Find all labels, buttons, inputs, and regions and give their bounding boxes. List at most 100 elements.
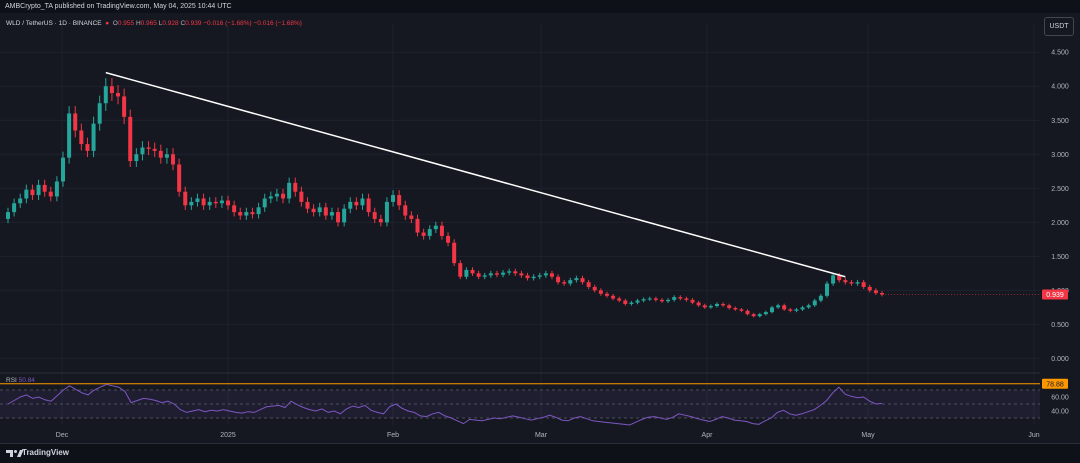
time-tick-label: Jun <box>1028 432 1039 439</box>
candle-body <box>116 93 121 97</box>
candle-body <box>281 193 286 199</box>
candle-body <box>598 290 603 294</box>
candle-body <box>488 273 493 276</box>
symbol-name[interactable]: WLD / TetherUS · 1D · BINANCE <box>6 20 102 27</box>
candle-body <box>476 273 481 277</box>
time-tick-label: May <box>861 432 875 439</box>
candle-body <box>195 198 200 202</box>
candle-body <box>531 276 536 279</box>
candle-body <box>568 280 573 284</box>
candle-body <box>226 200 231 206</box>
candle-body <box>812 300 817 306</box>
candle-body <box>61 157 66 182</box>
candle-body <box>659 299 664 302</box>
trendline[interactable] <box>105 71 846 278</box>
candle-body <box>152 148 157 151</box>
price-tick-label: 4.000 <box>1051 84 1069 91</box>
candle-body <box>831 275 836 284</box>
symbol-legend: WLD / TetherUS · 1D · BINANCE ● O0.955 H… <box>6 20 302 27</box>
candle-body <box>311 208 316 213</box>
candle-body <box>763 312 768 315</box>
candle-body <box>776 305 781 308</box>
candle-body <box>452 242 457 264</box>
publish-header: AMBCrypto_TA published on TradingView.co… <box>0 0 1080 13</box>
candle-body <box>207 201 212 206</box>
price-axis: 0.0000.5001.0001.5002.0002.5003.0003.500… <box>1051 50 1069 363</box>
candle-body <box>702 305 707 308</box>
candle-body <box>329 212 334 216</box>
candle-body <box>623 300 628 304</box>
candle-body <box>641 299 646 301</box>
candle-body <box>562 282 567 284</box>
candle-body <box>849 282 854 284</box>
footer-brand: TradingView <box>22 448 69 457</box>
price-tick-label: 0.500 <box>1051 322 1069 329</box>
candle-body <box>48 191 53 197</box>
candle-body <box>6 212 10 219</box>
candle-body <box>384 201 389 223</box>
candle-body <box>42 184 47 192</box>
candle-body <box>164 154 169 158</box>
candle-body <box>109 86 114 94</box>
candle-body <box>629 302 634 304</box>
candle-body <box>464 269 469 277</box>
candle-body <box>103 86 108 104</box>
candle-body <box>684 298 689 300</box>
candle-body <box>97 103 102 124</box>
open-value: 0.955 <box>117 20 135 27</box>
candle-body <box>67 113 72 158</box>
time-tick-label: Apr <box>702 432 714 439</box>
candle-body <box>549 273 554 277</box>
candle-body <box>482 275 487 277</box>
last-price-text: 0.939 <box>1046 292 1064 299</box>
candle-body <box>696 302 701 306</box>
candle-body <box>721 303 726 306</box>
candle-body <box>617 298 622 301</box>
candle-body <box>537 275 542 277</box>
price-tick-label: 0.000 <box>1051 356 1069 363</box>
candle-body <box>73 113 78 131</box>
price-chart[interactable]: 0.0000.5001.0001.5002.0002.5003.0003.500… <box>0 13 1080 443</box>
candle-body <box>556 276 561 283</box>
candle-body <box>513 271 518 274</box>
candle-body <box>274 193 279 197</box>
low-value: 0.928 <box>162 20 179 27</box>
candle-body <box>12 203 17 213</box>
candle-body <box>880 293 884 295</box>
high-label: H <box>135 20 141 27</box>
candle-body <box>574 278 579 281</box>
candle-body <box>714 303 719 307</box>
candle-body <box>140 147 145 155</box>
candle-body <box>757 314 762 317</box>
candle-body <box>580 278 585 283</box>
candle-body <box>146 147 151 149</box>
candle-body <box>739 309 744 311</box>
candle-body <box>586 282 591 287</box>
price-tick-label: 3.500 <box>1051 118 1069 125</box>
candle-body <box>543 273 548 276</box>
candle-body <box>30 189 35 196</box>
currency-button[interactable]: USDT <box>1044 17 1074 36</box>
candle-body <box>403 205 408 216</box>
candle-body <box>678 297 683 299</box>
rsi-value: 50.84 <box>18 377 35 384</box>
candle-body <box>177 164 182 192</box>
candle-body <box>769 307 774 313</box>
candle-body <box>653 298 658 300</box>
candle-body <box>201 198 206 206</box>
candle-body <box>415 218 420 233</box>
rsi-highlight-box <box>1042 378 1068 389</box>
candle-body <box>843 280 848 283</box>
publish-text: AMBCrypto_TA published on TradingView.co… <box>5 3 232 10</box>
candle-body <box>219 200 224 204</box>
candle-body <box>690 299 695 303</box>
candle-body <box>287 182 292 199</box>
candle-body <box>336 212 341 223</box>
candle-body <box>299 191 304 202</box>
candle-body <box>501 272 506 275</box>
candle-body <box>397 195 402 206</box>
candle-body <box>158 150 163 158</box>
candle-body <box>244 212 249 216</box>
price-tick-label: 3.000 <box>1051 152 1069 159</box>
candle-body <box>134 154 139 162</box>
